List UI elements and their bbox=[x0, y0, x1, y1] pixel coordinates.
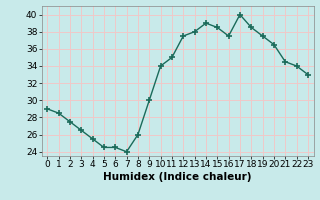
X-axis label: Humidex (Indice chaleur): Humidex (Indice chaleur) bbox=[103, 172, 252, 182]
